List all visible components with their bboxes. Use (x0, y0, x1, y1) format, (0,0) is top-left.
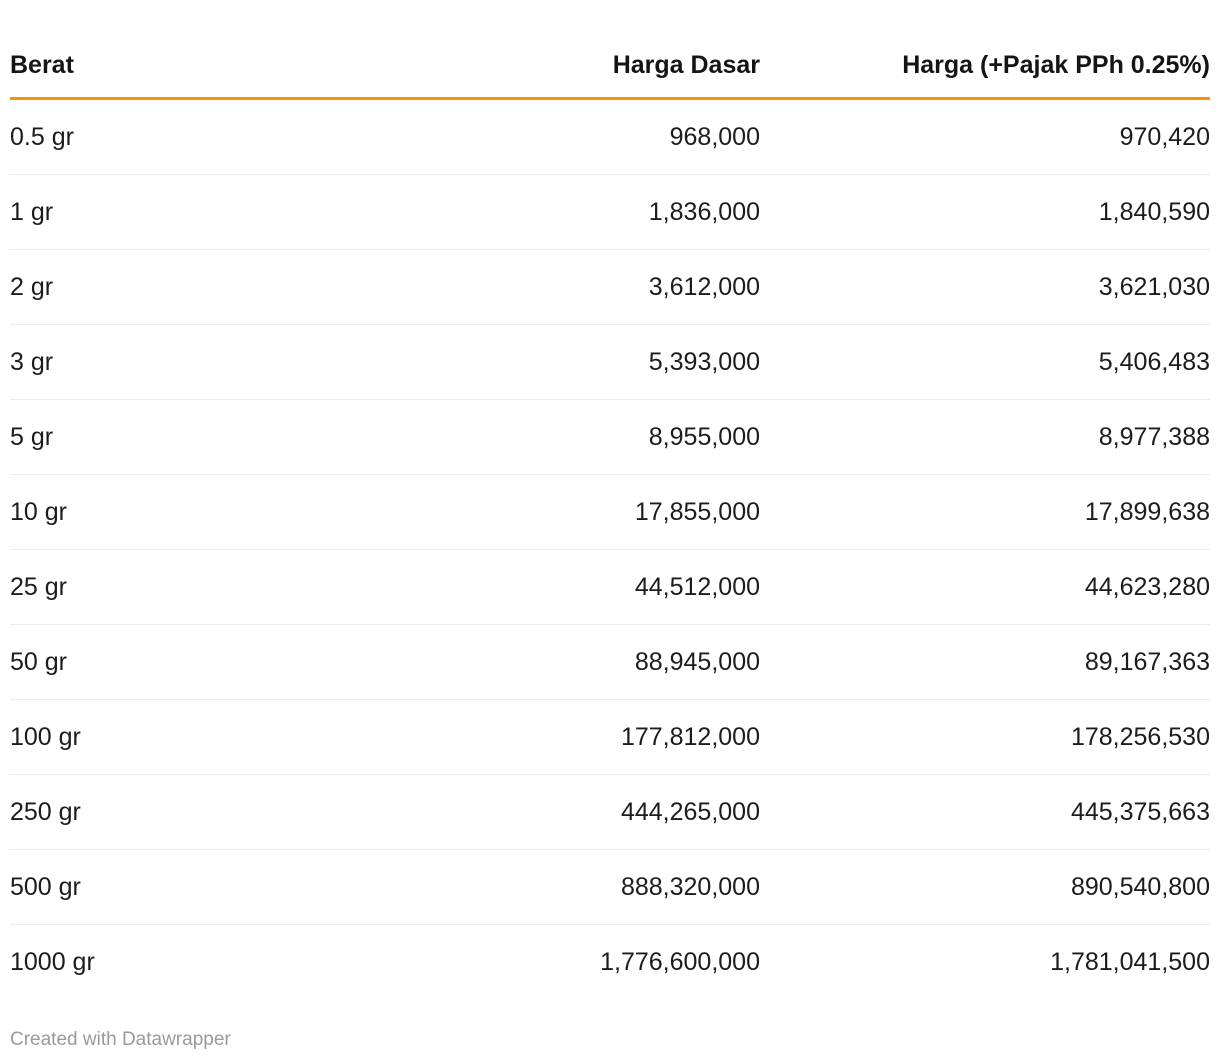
cell-harga-dasar: 5,393,000 (394, 324, 760, 400)
cell-berat: 50 gr (10, 624, 394, 700)
cell-harga-pajak: 178,256,530 (760, 699, 1210, 775)
table-row: 50 gr 88,945,000 89,167,363 (10, 624, 1210, 700)
cell-harga-dasar: 44,512,000 (394, 549, 760, 625)
cell-harga-pajak: 89,167,363 (760, 624, 1210, 700)
table-row: 1000 gr 1,776,600,000 1,781,041,500 (10, 924, 1210, 999)
cell-harga-pajak: 1,840,590 (760, 174, 1210, 250)
table-row: 25 gr 44,512,000 44,623,280 (10, 549, 1210, 625)
cell-harga-dasar: 8,955,000 (394, 399, 760, 475)
table-row: 1 gr 1,836,000 1,840,590 (10, 174, 1210, 250)
table-row: 500 gr 888,320,000 890,540,800 (10, 849, 1210, 925)
column-header-harga-dasar: Harga Dasar (394, 0, 760, 100)
cell-berat: 100 gr (10, 699, 394, 775)
cell-berat: 3 gr (10, 324, 394, 400)
cell-berat: 1 gr (10, 174, 394, 250)
datawrapper-attribution: Created with Datawrapper (10, 1029, 231, 1050)
cell-harga-pajak: 3,621,030 (760, 249, 1210, 325)
cell-berat: 10 gr (10, 474, 394, 550)
table-header: Berat Harga Dasar Harga (+Pajak PPh 0.25… (10, 0, 1210, 100)
gold-price-table: Berat Harga Dasar Harga (+Pajak PPh 0.25… (10, 0, 1210, 999)
cell-berat: 1000 gr (10, 924, 394, 999)
column-header-berat: Berat (10, 0, 394, 100)
table-body: 0.5 gr 968,000 970,420 1 gr 1,836,000 1,840,5… (10, 99, 1210, 999)
column-header-harga-pajak: Harga (+Pajak PPh 0.25%) (760, 0, 1210, 100)
cell-harga-pajak: 890,540,800 (760, 849, 1210, 925)
cell-harga-pajak: 445,375,663 (760, 774, 1210, 850)
table-row: 250 gr 444,265,000 445,375,663 (10, 774, 1210, 850)
cell-harga-dasar: 3,612,000 (394, 249, 760, 325)
table-header-row: Berat Harga Dasar Harga (+Pajak PPh 0.25… (10, 0, 1210, 100)
cell-harga-dasar: 444,265,000 (394, 774, 760, 850)
cell-harga-dasar: 177,812,000 (394, 699, 760, 775)
cell-harga-dasar: 888,320,000 (394, 849, 760, 925)
cell-harga-dasar: 88,945,000 (394, 624, 760, 700)
cell-berat: 0.5 gr (10, 123, 74, 151)
cell-harga-dasar: 1,836,000 (394, 174, 760, 250)
cell-harga-pajak: 1,781,041,500 (760, 924, 1210, 999)
cell-berat: 250 gr (10, 774, 394, 850)
cell-berat: 2 gr (10, 249, 394, 325)
table-row: 100 gr 177,812,000 178,256,530 (10, 699, 1210, 775)
cell-harga-pajak: 17,899,638 (760, 474, 1210, 550)
cell-harga-pajak: 8,977,388 (760, 399, 1210, 475)
table-row: 3 gr 5,393,000 5,406,483 (10, 324, 1210, 400)
table-row: 2 gr 3,612,000 3,621,030 (10, 249, 1210, 325)
table-row: 0.5 gr 968,000 970,420 (10, 99, 1210, 175)
cell-harga-dasar: 1,776,600,000 (394, 924, 760, 999)
cell-harga-dasar: 968,000 (669, 123, 760, 151)
cell-harga-pajak: 44,623,280 (760, 549, 1210, 625)
cell-berat: 5 gr (10, 399, 394, 475)
cell-berat: 500 gr (10, 849, 394, 925)
cell-harga-pajak: 970,420 (1119, 123, 1210, 151)
cell-harga-pajak: 5,406,483 (760, 324, 1210, 400)
table-row: 5 gr 8,955,000 8,977,388 (10, 399, 1210, 475)
table-row: 10 gr 17,855,000 17,899,638 (10, 474, 1210, 550)
cell-berat: 25 gr (10, 549, 394, 625)
cell-harga-dasar: 17,855,000 (394, 474, 760, 550)
